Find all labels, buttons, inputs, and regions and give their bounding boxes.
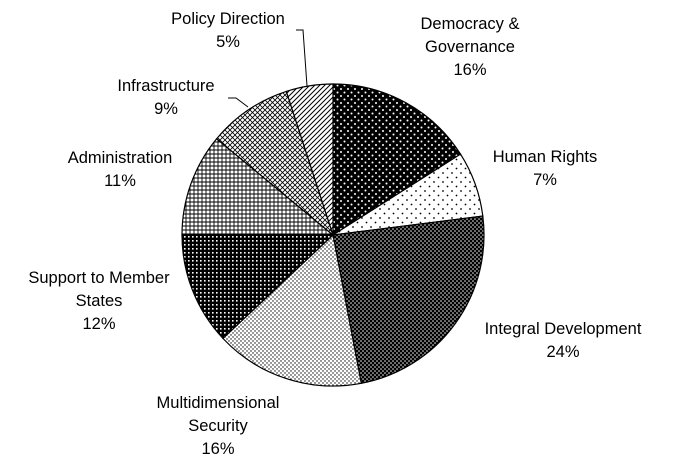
slice-percent: 7% (533, 171, 557, 189)
slice-percent: 9% (154, 100, 178, 118)
pie-slice-policy-direction (285, 83, 334, 236)
slice-percent: 12% (82, 315, 115, 333)
slice-name: Multidimensional (157, 394, 280, 412)
slice-name: Policy Direction (171, 10, 285, 28)
leader-line-infrastructure (228, 97, 249, 108)
slice-label-administration: Administration 11% (68, 149, 173, 190)
slice-percent: 5% (216, 33, 240, 51)
slice-name: Security (188, 417, 248, 435)
pie-slice-infrastructure (215, 90, 335, 237)
leader-line-policy-direction (296, 29, 308, 87)
pie-slice-integral-development (332, 215, 485, 385)
pie-slice-democracy-and-governance (332, 83, 462, 237)
slice-label-integral-development: Integral Development 24% (485, 320, 642, 361)
slice-name: Democracy & (420, 15, 519, 33)
slice-name: Infrastructure (117, 77, 214, 95)
slice-label-multidimensional-security: Multidimensional Security 16% (157, 394, 280, 458)
pie-slice-multidimensional-security (222, 233, 362, 387)
slice-name: States (76, 292, 123, 310)
slice-labels: Democracy & Governance 16% Human Rights 7% In… (28, 10, 641, 458)
slice-percent: 16% (201, 440, 234, 458)
slice-label-human-rights: Human Rights 7% (493, 148, 598, 189)
slice-percent: 24% (546, 343, 579, 361)
slice-name: Governance (425, 38, 515, 56)
slice-label-support-to-member-states: Support to Member States 12% (28, 269, 170, 333)
slice-percent: 16% (453, 61, 486, 79)
slice-percent: 11% (104, 172, 136, 190)
slice-label-policy-direction: Policy Direction 5% (171, 10, 285, 51)
pie-slices (181, 83, 485, 387)
pie-slice-support-to-member-states (181, 234, 335, 340)
pie-slice-administration (181, 137, 335, 236)
slice-name: Support to Member (28, 269, 170, 287)
slice-name: Human Rights (493, 148, 598, 166)
slice-label-democracy-and-governance: Democracy & Governance 16% (420, 15, 519, 79)
slice-label-infrastructure: Infrastructure 9% (117, 77, 214, 118)
slice-name: Administration (68, 149, 173, 167)
leader-lines (228, 29, 308, 108)
slice-name: Integral Development (485, 320, 642, 338)
